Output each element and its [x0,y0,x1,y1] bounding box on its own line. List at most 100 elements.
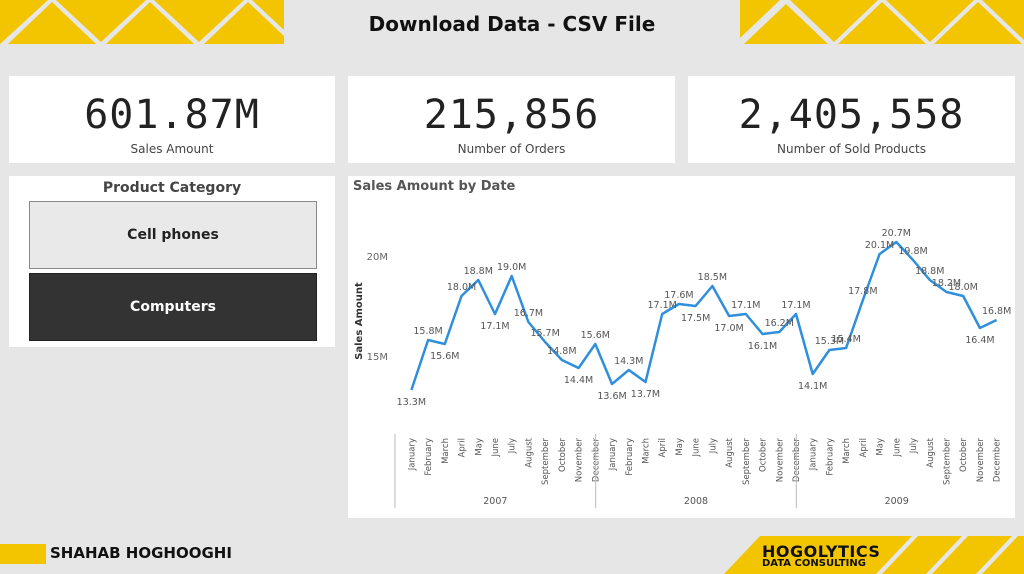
x-tick-label: May [474,438,484,456]
data-label: 18.0M [447,282,476,293]
author-name: SHAHAB HOGHOOGHI [50,544,232,562]
x-tick-label: August [524,437,534,467]
x-tick-label: October [759,438,769,473]
data-label: 15.8M [413,326,442,337]
data-label: 18.5M [698,272,727,283]
data-label: 15.6M [430,351,459,362]
data-label: 13.6M [597,391,626,402]
x-tick-label: July [909,438,919,454]
data-label: 17.6M [664,290,693,301]
data-label: 16.1M [748,341,777,352]
x-tick-label: July [708,438,718,454]
data-label: 18.0M [949,282,978,293]
chart-title: Sales Amount by Date [353,179,516,194]
footer-right-decoration [724,536,1024,574]
year-label: 2008 [684,496,708,507]
data-label: 15.6M [581,330,610,341]
data-label: 17.1M [731,300,760,311]
slicer-item-computers[interactable]: Computers [29,273,317,341]
data-label: 13.7M [631,389,660,400]
x-tick-label: March [641,438,651,464]
x-tick-label: March [441,438,451,464]
header-decoration [0,0,1024,44]
x-tick-label: December [792,437,802,482]
data-label: 15.3M [815,336,844,347]
x-tick-label: June [892,438,902,458]
kpi-value: 215,856 [423,92,600,138]
y-tick-label: 15M [367,352,388,363]
logo-sub-text: DATA CONSULTING [762,558,866,569]
kpi-card-number-of-orders: 215,856 Number of Orders [348,76,675,163]
footer-left-decoration [0,544,46,564]
x-tick-label: November [976,437,986,482]
data-label: 16.7M [514,308,543,319]
data-label: 18.8M [915,266,944,277]
year-label: 2007 [483,496,507,507]
page-title: Download Data - CSV File [368,12,656,36]
year-label: 2009 [885,496,909,507]
y-axis-label: Sales Amount [354,282,365,360]
data-label: 18.8M [464,266,493,277]
data-label: 14.3M [614,356,643,367]
x-tick-label: June [692,438,702,458]
x-tick-label: February [625,438,635,476]
data-label: 18.2M [932,278,961,289]
data-label: 15.7M [530,328,559,339]
kpi-label: Number of Sold Products [777,142,926,156]
x-tick-label: April [658,438,668,457]
kpi-value: 2,405,558 [738,92,965,138]
x-tick-label: July [508,438,518,454]
x-tick-label: January [608,438,618,471]
y-tick-label: 20M [367,252,388,263]
x-tick-label: September [742,437,752,484]
x-tick-label: November [575,437,585,482]
data-label: 17.1M [648,300,677,311]
data-label: 14.8M [547,346,576,357]
slicer-item-cell-phones[interactable]: Cell phones [29,201,317,269]
x-tick-label: March [842,438,852,464]
x-tick-label: October [959,438,969,473]
data-label: 17.0M [714,323,743,334]
x-tick-label: August [725,437,735,467]
data-label: 20.7M [882,228,911,239]
x-tick-label: December [993,437,1003,482]
x-tick-label: May [876,438,886,456]
data-label: 19.0M [497,262,526,273]
x-tick-label: November [775,437,785,482]
data-label: 14.1M [798,381,827,392]
company-logo: HOGOLYTICS DATA CONSULTING [762,542,880,569]
series-line [410,240,998,391]
x-tick-label: January [809,438,819,471]
product-category-slicer: Product Category Cell phones Computers [9,176,335,347]
x-tick-label: January [407,438,417,471]
data-label: 17.5M [681,313,710,324]
data-label: 13.3M [397,397,426,408]
data-label: 17.1M [480,321,509,332]
x-tick-label: February [424,438,434,476]
x-tick-label: February [825,438,835,476]
x-tick-label: December [591,437,601,482]
data-label: 16.2M [765,318,794,329]
kpi-label: Sales Amount [130,142,214,156]
x-tick-label: April [859,438,869,457]
line-chart: Sales Amount 15M20M13.3M15.8M15.6M18.0M18… [354,228,1011,508]
x-tick-label: April [458,438,468,457]
data-label: 19.8M [898,246,927,257]
data-label: 17.1M [781,300,810,311]
kpi-card-sold-products: 2,405,558 Number of Sold Products [688,76,1015,163]
data-label: 14.4M [564,375,593,386]
x-tick-label: October [558,438,568,473]
data-label: 16.4M [965,335,994,346]
data-label: 17.8M [848,286,877,297]
sales-by-date-chart-panel: Sales Amount by Date Sales Amount 15M 20M 1… [348,176,1015,518]
kpi-label: Number of Orders [457,142,566,156]
data-label: 16.8M [982,306,1011,317]
x-tick-label: August [926,437,936,467]
data-label: 20.1M [865,240,894,251]
kpi-card-sales-amount: 601.87M Sales Amount [9,76,335,163]
x-tick-label: May [675,438,685,456]
slicer-title: Product Category [102,180,242,196]
x-tick-label: June [491,438,501,458]
x-tick-label: September [942,437,952,484]
data-label: 15.4M [831,334,860,345]
